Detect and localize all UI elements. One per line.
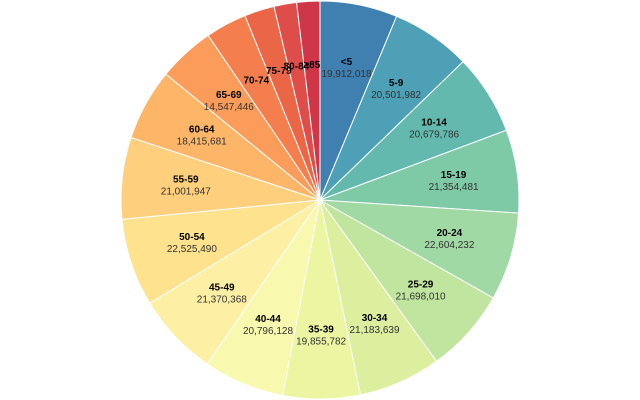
slice-label: 65-69 xyxy=(216,90,242,101)
slice-label: 50-54 xyxy=(179,232,205,243)
slice-label: 25-29 xyxy=(408,280,434,291)
slice-label: 80-84 xyxy=(284,62,310,73)
pie-slice[interactable] xyxy=(296,0,321,201)
slice-label: 55-59 xyxy=(173,175,199,186)
slice-value-label: 19,912,018 xyxy=(321,69,371,80)
slice-label: <5 xyxy=(341,57,353,68)
slice-value-label: 19,855,782 xyxy=(296,337,346,348)
slice-label: 15-19 xyxy=(441,170,467,181)
slice-label: 35-39 xyxy=(308,325,334,336)
slice-label: 20-24 xyxy=(437,228,463,239)
slice-label: 45-49 xyxy=(209,282,235,293)
slice-value-label: 21,370,368 xyxy=(197,294,247,305)
slice-label: 75-79 xyxy=(266,66,292,77)
slice-value-label: 18,415,681 xyxy=(177,137,227,148)
slice-value-label: 21,354,481 xyxy=(429,182,479,193)
slice-value-label: 20,796,128 xyxy=(243,326,293,337)
slice-label: 60-64 xyxy=(189,125,215,136)
slice-label: 10-14 xyxy=(421,118,447,129)
slice-label: 30-34 xyxy=(362,313,388,324)
slice-value-label: 21,001,947 xyxy=(161,187,211,198)
slice-label: 40-44 xyxy=(255,314,281,325)
slice-value-label: 21,698,010 xyxy=(396,292,446,303)
slice-value-label: 20,501,982 xyxy=(371,90,421,101)
slice-label: 70-74 xyxy=(244,76,270,87)
slice-value-label: 22,604,232 xyxy=(424,240,474,251)
slice-value-label: 14,547,446 xyxy=(204,102,254,113)
slice-value-label: 21,183,639 xyxy=(349,325,399,336)
slice-value-label: 20,679,786 xyxy=(409,130,459,141)
slice-label: 5-9 xyxy=(389,78,404,89)
pie-slices xyxy=(120,0,520,400)
slice-label: ≥85 xyxy=(304,60,321,71)
pie-labels: <519,912,018 5-920,501,982 10-1420,679,786… xyxy=(161,57,479,347)
slice-value-label: 22,525,490 xyxy=(167,244,217,255)
